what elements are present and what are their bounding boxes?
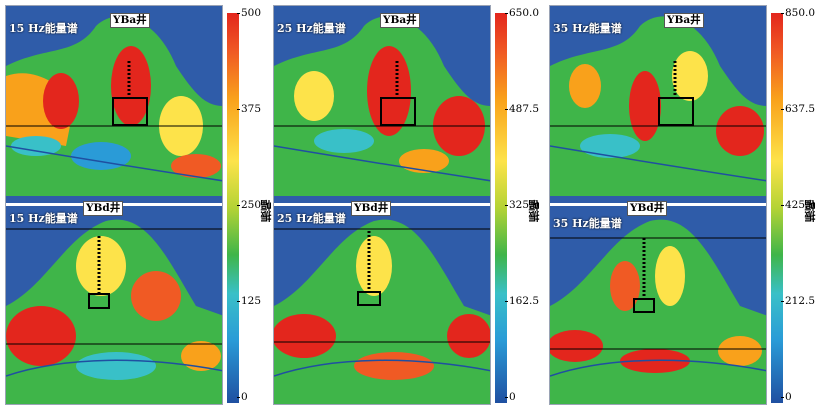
seismic-section-35hz xyxy=(549,5,767,405)
tick-label: 375 xyxy=(236,103,262,115)
freq-label-bottom: 35 Hz能量谱 xyxy=(553,217,622,230)
spectrum-panel-15hz: 15 Hz能量谱 YBa井 15 Hz能量谱 YBd井 500 375 250 … xyxy=(5,5,275,405)
tick-label: 162.5 xyxy=(504,295,540,307)
well-label-bottom: YBd井 xyxy=(351,201,392,216)
colorbar-unit: 振幅 xyxy=(528,200,541,222)
tick-label: 850.0 xyxy=(780,7,816,19)
well-label-bottom: YBd井 xyxy=(83,201,124,216)
colorbar-unit: 振幅 xyxy=(804,200,817,222)
freq-label-top: 25 Hz能量谱 xyxy=(277,22,346,35)
seismic-image-15hz xyxy=(6,16,222,404)
tick-label: 425.0 xyxy=(780,199,816,211)
well-label-bottom: YBd井 xyxy=(627,201,668,216)
spectrum-panel-25hz: 25 Hz能量谱 YBa井 25 Hz能量谱 YBd井 650.0 487.5 … xyxy=(273,5,543,405)
tick-label: 650.0 xyxy=(504,7,540,19)
colorbar-ticks: 500 375 250 125 0 xyxy=(236,5,275,405)
well-label-top: YBa井 xyxy=(110,13,150,28)
tick-label: 250 xyxy=(236,199,262,211)
tick-label: 325.0 xyxy=(504,199,540,211)
well-label-top: YBa井 xyxy=(664,13,704,28)
well-label-top: YBa井 xyxy=(380,13,420,28)
tick-label: 500 xyxy=(236,7,262,19)
colorbar-ticks: 850.0 637.5 425.0 212.5 0 xyxy=(780,5,819,405)
freq-label-bottom: 15 Hz能量谱 xyxy=(9,212,78,225)
tick-label: 0 xyxy=(505,391,516,403)
colorbar xyxy=(227,13,239,403)
tick-label: 0 xyxy=(781,391,792,403)
seismic-section-15hz xyxy=(5,5,223,405)
tick-label: 125 xyxy=(236,295,262,307)
seismic-image-25hz xyxy=(274,16,490,404)
tick-label: 637.5 xyxy=(780,103,816,115)
freq-label-bottom: 25 Hz能量谱 xyxy=(277,212,346,225)
spectrum-panel-35hz: 35 Hz能量谱 YBa井 35 Hz能量谱 YBd井 850.0 637.5 … xyxy=(549,5,819,405)
freq-label-top: 35 Hz能量谱 xyxy=(553,22,622,35)
tick-label: 0 xyxy=(237,391,248,403)
seismic-image-35hz xyxy=(550,16,766,404)
colorbar xyxy=(771,13,783,403)
colorbar-ticks: 650.0 487.5 325.0 162.5 0 xyxy=(504,5,543,405)
tick-label: 212.5 xyxy=(780,295,816,307)
tick-label: 487.5 xyxy=(504,103,540,115)
colorbar xyxy=(495,13,507,403)
freq-label-top: 15 Hz能量谱 xyxy=(9,22,78,35)
